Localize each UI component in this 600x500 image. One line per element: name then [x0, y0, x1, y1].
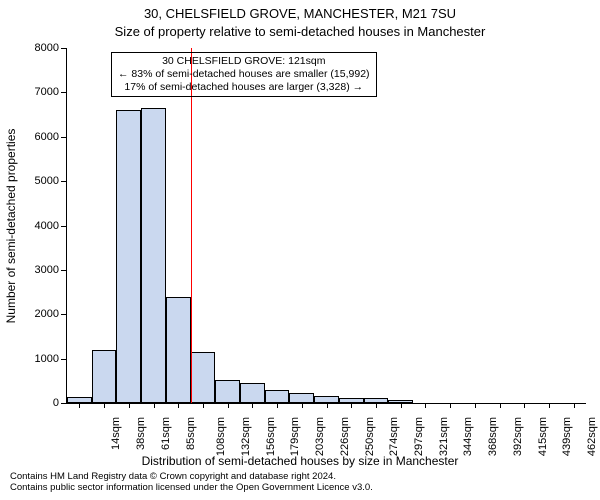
- x-tick: [401, 403, 402, 408]
- x-tick-label: 108sqm: [215, 417, 227, 456]
- x-tick-label: 179sqm: [289, 417, 301, 456]
- x-tick-label: 439sqm: [561, 417, 573, 456]
- x-axis-label: Distribution of semi-detached houses by …: [0, 454, 600, 468]
- y-tick-label: 3000: [21, 264, 59, 276]
- y-tick-label: 7000: [21, 86, 59, 98]
- y-tick-label: 8000: [21, 42, 59, 54]
- x-tick: [327, 403, 328, 408]
- x-tick: [425, 403, 426, 408]
- x-tick-label: 61sqm: [160, 417, 172, 450]
- annotation-box: 30 CHELSFIELD GROVE: 121sqm ← 83% of sem…: [111, 52, 377, 97]
- x-tick: [450, 403, 451, 408]
- y-tick-label: 6000: [21, 131, 59, 143]
- plot-area: 010002000300040005000600070008000 30 CHE…: [66, 48, 586, 404]
- x-tick: [79, 403, 80, 408]
- x-tick: [277, 403, 278, 408]
- x-tick: [524, 403, 525, 408]
- x-tick-label: 14sqm: [110, 417, 122, 450]
- y-tick-label: 5000: [21, 175, 59, 187]
- x-tick: [154, 403, 155, 408]
- y-tick: [61, 403, 67, 404]
- x-tick-label: 368sqm: [487, 417, 499, 456]
- y-tick-label: 0: [21, 397, 59, 409]
- x-tick-label: 344sqm: [462, 417, 474, 456]
- x-tick-label: 321sqm: [438, 417, 450, 456]
- attribution: Contains HM Land Registry data © Crown c…: [10, 472, 373, 494]
- x-tick: [129, 403, 130, 408]
- histogram-bar: [215, 380, 240, 403]
- histogram-bar: [240, 383, 265, 403]
- x-tick: [475, 403, 476, 408]
- figure: 30, CHELSFIELD GROVE, MANCHESTER, M21 7S…: [0, 0, 600, 500]
- chart-title-line1: 30, CHELSFIELD GROVE, MANCHESTER, M21 7S…: [0, 6, 600, 21]
- y-tick-label: 2000: [21, 308, 59, 320]
- x-tick-label: 250sqm: [364, 417, 376, 456]
- x-tick-label: 156sqm: [265, 417, 277, 456]
- annotation-line3: 17% of semi-detached houses are larger (…: [118, 81, 370, 94]
- x-tick-label: 203sqm: [314, 417, 326, 456]
- x-tick: [574, 403, 575, 408]
- x-tick: [302, 403, 303, 408]
- histogram-bar: [92, 350, 117, 403]
- x-tick: [549, 403, 550, 408]
- x-tick: [228, 403, 229, 408]
- histogram-bar: [265, 390, 290, 403]
- x-tick-label: 226sqm: [339, 417, 351, 456]
- x-tick-label: 132sqm: [240, 417, 252, 456]
- histogram-bar: [116, 110, 141, 403]
- x-tick: [376, 403, 377, 408]
- y-tick-label: 4000: [21, 220, 59, 232]
- x-tick: [500, 403, 501, 408]
- annotation-line1: 30 CHELSFIELD GROVE: 121sqm: [118, 55, 370, 68]
- x-tick-label: 274sqm: [388, 417, 400, 456]
- histogram-bar: [314, 396, 339, 403]
- x-tick: [351, 403, 352, 408]
- x-tick: [203, 403, 204, 408]
- x-tick-label: 297sqm: [413, 417, 425, 456]
- histogram-bar: [289, 393, 314, 403]
- x-tick-label: 392sqm: [512, 417, 524, 456]
- x-tick-label: 85sqm: [185, 417, 197, 450]
- x-tick-label: 415sqm: [537, 417, 549, 456]
- histogram-bar: [191, 352, 216, 403]
- histogram-bar: [141, 108, 166, 403]
- annotation-line2: ← 83% of semi-detached houses are smalle…: [118, 68, 370, 81]
- x-tick: [178, 403, 179, 408]
- attribution-line2: Contains public sector information licen…: [10, 483, 373, 494]
- reference-line: [191, 48, 192, 403]
- chart-title-line2: Size of property relative to semi-detach…: [0, 24, 600, 39]
- y-axis-label: Number of semi-detached properties: [4, 129, 18, 324]
- x-tick-label: 462sqm: [586, 417, 598, 456]
- y-tick-label: 1000: [21, 353, 59, 365]
- histogram-bar: [166, 297, 191, 404]
- bars-container: [67, 48, 586, 403]
- x-tick-label: 38sqm: [135, 417, 147, 450]
- x-tick: [252, 403, 253, 408]
- x-tick: [104, 403, 105, 408]
